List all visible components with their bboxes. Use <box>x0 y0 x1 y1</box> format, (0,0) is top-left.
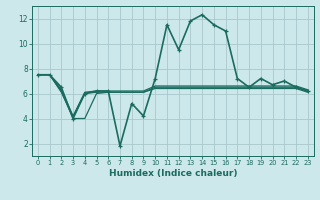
X-axis label: Humidex (Indice chaleur): Humidex (Indice chaleur) <box>108 169 237 178</box>
